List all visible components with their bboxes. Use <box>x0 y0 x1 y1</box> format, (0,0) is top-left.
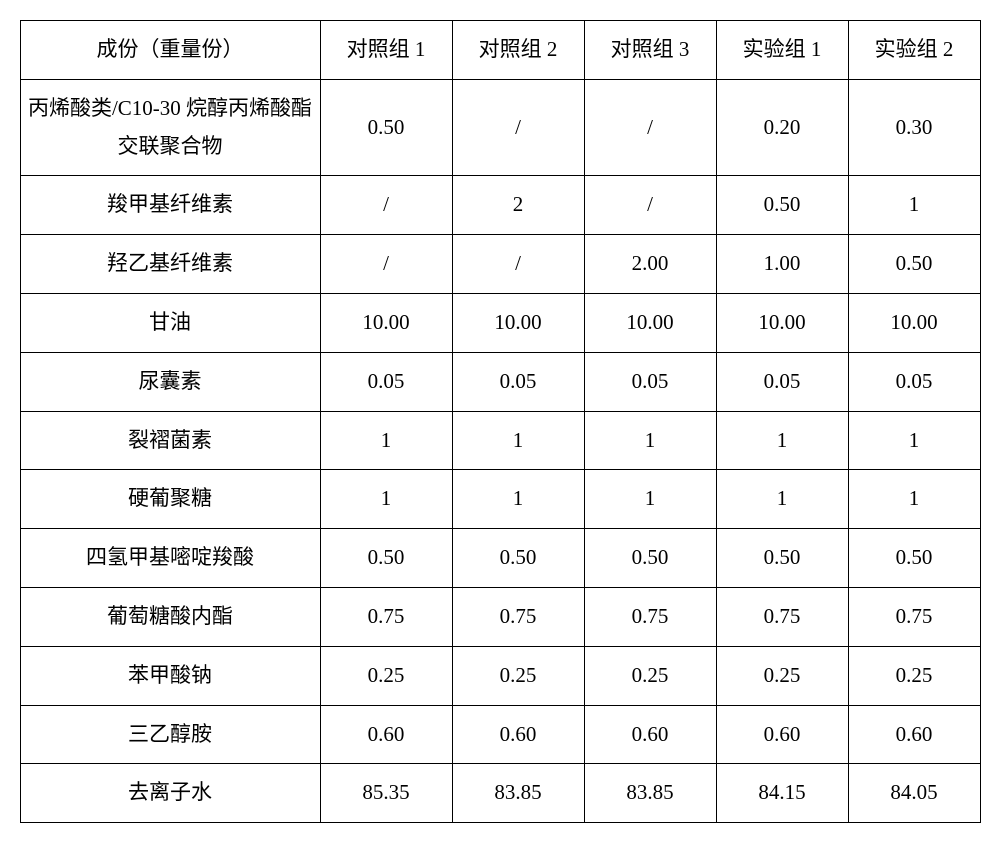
value-cell: 0.05 <box>452 352 584 411</box>
value-cell: 0.50 <box>452 529 584 588</box>
ingredient-cell: 甘油 <box>20 293 320 352</box>
table-row: 尿囊素 0.05 0.05 0.05 0.05 0.05 <box>20 352 980 411</box>
table-row: 去离子水 85.35 83.85 83.85 84.15 84.05 <box>20 764 980 823</box>
value-cell: 0.50 <box>848 529 980 588</box>
value-cell: 10.00 <box>848 293 980 352</box>
value-cell: / <box>320 176 452 235</box>
value-cell: 0.50 <box>320 529 452 588</box>
value-cell: 1.00 <box>716 235 848 294</box>
value-cell: 1 <box>848 411 980 470</box>
table-row: 裂褶菌素 1 1 1 1 1 <box>20 411 980 470</box>
col-header-exp-1: 实验组 1 <box>716 21 848 80</box>
value-cell: 10.00 <box>716 293 848 352</box>
ingredient-cell: 三乙醇胺 <box>20 705 320 764</box>
ingredient-cell: 羟乙基纤维素 <box>20 235 320 294</box>
value-cell: 1 <box>320 470 452 529</box>
value-cell: 1 <box>848 176 980 235</box>
value-cell: 10.00 <box>320 293 452 352</box>
value-cell: / <box>584 176 716 235</box>
table-row: 硬葡聚糖 1 1 1 1 1 <box>20 470 980 529</box>
value-cell: 84.15 <box>716 764 848 823</box>
value-cell: 0.50 <box>584 529 716 588</box>
value-cell: 10.00 <box>452 293 584 352</box>
value-cell: 85.35 <box>320 764 452 823</box>
table-head: 成份（重量份） 对照组 1 对照组 2 对照组 3 实验组 1 实验组 2 <box>20 21 980 80</box>
value-cell: 0.25 <box>716 646 848 705</box>
value-cell: 1 <box>848 470 980 529</box>
col-header-control-1: 对照组 1 <box>320 21 452 80</box>
ingredient-cell: 羧甲基纤维素 <box>20 176 320 235</box>
value-cell: 0.05 <box>848 352 980 411</box>
table-row: 羟乙基纤维素 / / 2.00 1.00 0.50 <box>20 235 980 294</box>
value-cell: 0.05 <box>716 352 848 411</box>
ingredient-cell: 葡萄糖酸内酯 <box>20 587 320 646</box>
value-cell: / <box>320 235 452 294</box>
ingredient-cell: 硬葡聚糖 <box>20 470 320 529</box>
value-cell: 0.60 <box>452 705 584 764</box>
value-cell: 1 <box>452 470 584 529</box>
table-row: 葡萄糖酸内酯 0.75 0.75 0.75 0.75 0.75 <box>20 587 980 646</box>
ingredient-cell: 丙烯酸类/C10-30 烷醇丙烯酸酯交联聚合物 <box>20 79 320 176</box>
value-cell: 83.85 <box>452 764 584 823</box>
ingredient-cell: 裂褶菌素 <box>20 411 320 470</box>
value-cell: 0.50 <box>716 529 848 588</box>
value-cell: 1 <box>452 411 584 470</box>
value-cell: 0.60 <box>584 705 716 764</box>
value-cell: 1 <box>716 411 848 470</box>
value-cell: 0.75 <box>716 587 848 646</box>
table-row: 四氢甲基嘧啶羧酸 0.50 0.50 0.50 0.50 0.50 <box>20 529 980 588</box>
value-cell: / <box>452 79 584 176</box>
value-cell: 0.25 <box>848 646 980 705</box>
table-row: 羧甲基纤维素 / 2 / 0.50 1 <box>20 176 980 235</box>
value-cell: 0.25 <box>452 646 584 705</box>
value-cell: 0.50 <box>848 235 980 294</box>
value-cell: 2 <box>452 176 584 235</box>
value-cell: 0.20 <box>716 79 848 176</box>
value-cell: 0.05 <box>320 352 452 411</box>
value-cell: 1 <box>584 411 716 470</box>
value-cell: 0.60 <box>716 705 848 764</box>
table-body: 丙烯酸类/C10-30 烷醇丙烯酸酯交联聚合物 0.50 / / 0.20 0.… <box>20 79 980 822</box>
value-cell: / <box>584 79 716 176</box>
col-header-ingredient: 成份（重量份） <box>20 21 320 80</box>
value-cell: 0.05 <box>584 352 716 411</box>
formulation-table: 成份（重量份） 对照组 1 对照组 2 对照组 3 实验组 1 实验组 2 丙烯… <box>20 20 981 823</box>
table-row: 甘油 10.00 10.00 10.00 10.00 10.00 <box>20 293 980 352</box>
value-cell: 0.60 <box>320 705 452 764</box>
value-cell: / <box>452 235 584 294</box>
table-row: 苯甲酸钠 0.25 0.25 0.25 0.25 0.25 <box>20 646 980 705</box>
col-header-control-2: 对照组 2 <box>452 21 584 80</box>
value-cell: 0.30 <box>848 79 980 176</box>
value-cell: 0.75 <box>848 587 980 646</box>
value-cell: 2.00 <box>584 235 716 294</box>
value-cell: 0.25 <box>584 646 716 705</box>
value-cell: 0.75 <box>452 587 584 646</box>
value-cell: 1 <box>584 470 716 529</box>
value-cell: 0.50 <box>716 176 848 235</box>
value-cell: 83.85 <box>584 764 716 823</box>
value-cell: 84.05 <box>848 764 980 823</box>
col-header-exp-2: 实验组 2 <box>848 21 980 80</box>
ingredient-cell: 苯甲酸钠 <box>20 646 320 705</box>
value-cell: 0.60 <box>848 705 980 764</box>
value-cell: 1 <box>320 411 452 470</box>
value-cell: 10.00 <box>584 293 716 352</box>
ingredient-cell: 尿囊素 <box>20 352 320 411</box>
table-row: 三乙醇胺 0.60 0.60 0.60 0.60 0.60 <box>20 705 980 764</box>
ingredient-cell: 去离子水 <box>20 764 320 823</box>
value-cell: 0.75 <box>584 587 716 646</box>
value-cell: 0.25 <box>320 646 452 705</box>
value-cell: 0.50 <box>320 79 452 176</box>
value-cell: 1 <box>716 470 848 529</box>
value-cell: 0.75 <box>320 587 452 646</box>
table-header-row: 成份（重量份） 对照组 1 对照组 2 对照组 3 实验组 1 实验组 2 <box>20 21 980 80</box>
table-row: 丙烯酸类/C10-30 烷醇丙烯酸酯交联聚合物 0.50 / / 0.20 0.… <box>20 79 980 176</box>
ingredient-cell: 四氢甲基嘧啶羧酸 <box>20 529 320 588</box>
col-header-control-3: 对照组 3 <box>584 21 716 80</box>
